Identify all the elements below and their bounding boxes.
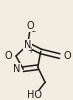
Text: O: O [27,21,34,31]
Text: HO: HO [27,90,42,100]
Text: N: N [13,64,20,74]
Text: O: O [4,51,12,61]
Text: –: – [32,27,35,36]
Text: O: O [63,51,71,61]
Text: +: + [27,46,34,55]
Text: N: N [24,40,31,50]
